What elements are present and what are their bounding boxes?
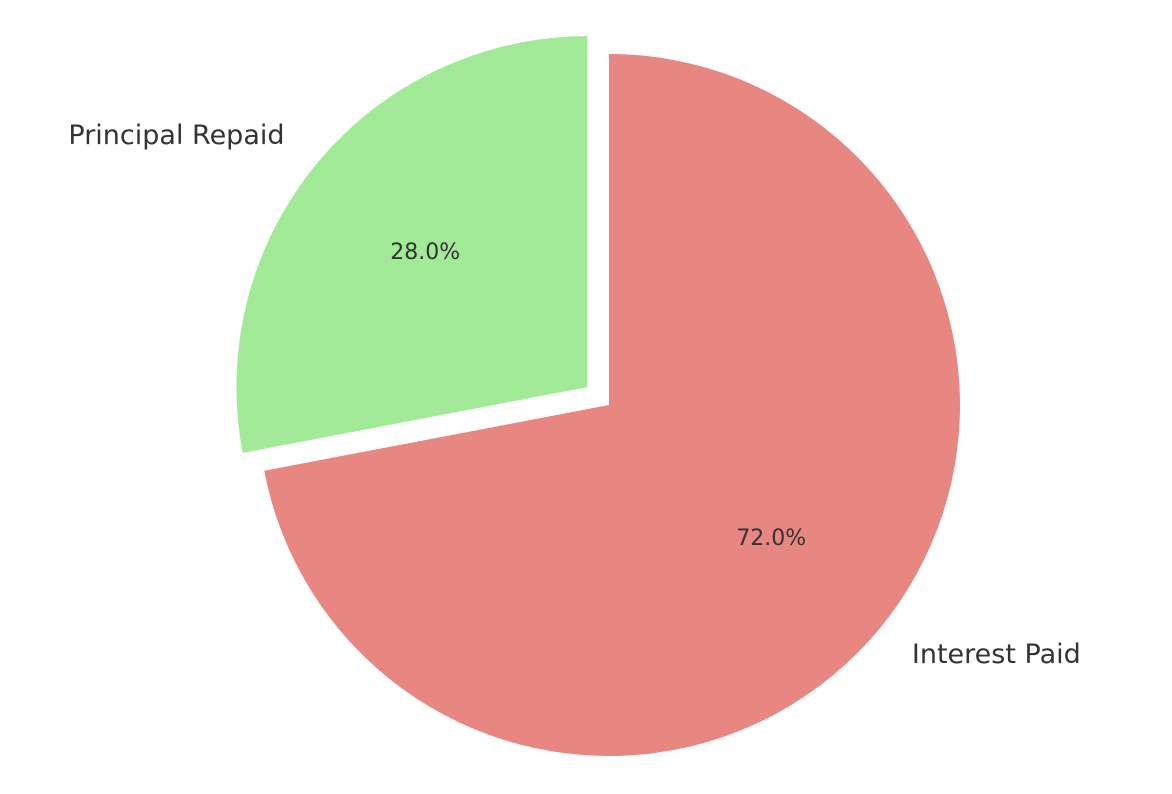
slice-principal-repaid bbox=[236, 36, 588, 453]
labels-layer: 72.0% Interest Paid 28.0% Principal Repaid bbox=[68, 120, 1080, 670]
category-label-principal-repaid: Principal Repaid bbox=[68, 120, 284, 151]
slice-interest-paid bbox=[264, 54, 960, 756]
slices-layer bbox=[236, 36, 960, 756]
pct-label-principal-repaid: 28.0% bbox=[390, 240, 460, 265]
category-label-interest-paid: Interest Paid bbox=[912, 639, 1081, 670]
pct-label-interest-paid: 72.0% bbox=[736, 526, 806, 551]
